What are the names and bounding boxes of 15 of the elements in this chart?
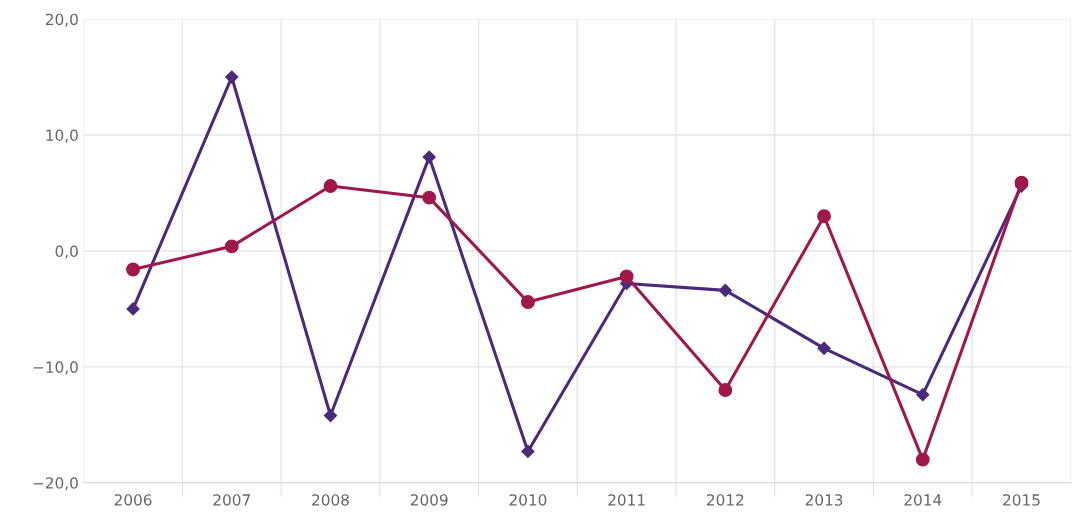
y-tick-label: 0,0: [55, 245, 78, 259]
x-tick-label: 2011: [608, 494, 645, 506]
y-tick-label: −20,0: [33, 477, 78, 491]
x-tick-label: 2008: [312, 494, 349, 506]
x-tick-label: 2009: [410, 494, 448, 506]
x-tick-label: 2006: [114, 494, 152, 506]
x-tick-label: 2010: [509, 494, 547, 506]
x-tick-label: 2014: [904, 494, 942, 506]
y-tick-label: 10,0: [46, 129, 78, 143]
y-tick-label: −10,0: [33, 361, 78, 375]
x-tick-label: 2015: [1003, 494, 1040, 506]
x-tick-label: 2012: [707, 494, 744, 506]
y-tick-label: 20,0: [45, 13, 78, 27]
x-tick-label: 2013: [805, 494, 843, 506]
x-tick-label: 2007: [213, 494, 250, 506]
